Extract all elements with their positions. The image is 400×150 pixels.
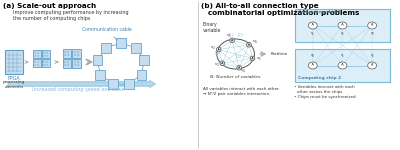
Bar [131,43,141,53]
Bar [124,79,134,89]
Text: $s_4$: $s_4$ [240,68,246,75]
Text: $s_2$: $s_2$ [340,31,345,38]
Text: Binary
variable: Binary variable [203,22,221,33]
Bar [62,49,72,58]
Bar [72,59,81,68]
Text: processing
elements: processing elements [3,80,25,89]
Circle shape [220,61,224,66]
Bar [33,50,41,58]
Bar [5,50,23,74]
Bar [92,55,102,65]
Text: Computing chip 2: Computing chip 2 [298,76,341,80]
Text: • Variables interact with each: • Variables interact with each [294,85,355,89]
Text: $s_6$: $s_6$ [370,53,375,60]
Ellipse shape [368,62,376,69]
Text: $J_{23}$: $J_{23}$ [237,31,244,39]
Bar [136,69,146,80]
Bar [139,55,149,65]
Text: • Chips must be synchronized: • Chips must be synchronized [294,95,356,99]
Bar [116,38,126,48]
Bar [42,59,50,67]
Text: $s_4$: $s_4$ [310,53,316,60]
Circle shape [230,38,234,43]
Bar [295,49,390,82]
Text: $s_2$: $s_2$ [210,45,215,52]
Bar [95,69,105,80]
Bar [108,79,118,89]
Text: $s_5$: $s_5$ [256,56,262,63]
Text: Increased computing speed and scale: Increased computing speed and scale [32,87,124,92]
Text: N: Number of variables: N: Number of variables [210,75,261,79]
Text: FPGA: FPGA [8,75,20,81]
Text: other across the chips: other across the chips [297,90,342,94]
Ellipse shape [338,62,347,69]
Circle shape [237,65,242,70]
Text: $J_{16}$: $J_{16}$ [214,49,221,57]
Text: Communication cable: Communication cable [82,27,132,40]
Bar [33,59,41,67]
Text: $s_1$: $s_1$ [226,33,231,40]
Ellipse shape [308,22,317,29]
Text: $s_5$: $s_5$ [340,53,345,60]
Bar [42,50,50,58]
Circle shape [216,47,221,52]
Text: $s_3$: $s_3$ [214,62,220,69]
Text: Computing chip 1: Computing chip 1 [298,10,341,14]
Bar [62,59,72,68]
Ellipse shape [308,62,317,69]
Text: Partition: Partition [270,52,288,56]
Text: combinatorial optimization problems: combinatorial optimization problems [208,10,359,16]
FancyArrow shape [8,81,156,87]
Bar [101,43,110,53]
Text: $J_{34}$: $J_{34}$ [235,53,242,61]
Ellipse shape [368,22,376,29]
Text: Improve computing performance by increasing
the number of computing chips: Improve computing performance by increas… [13,10,129,21]
Text: $s_6$: $s_6$ [252,39,258,46]
Text: $s_3$: $s_3$ [370,31,375,38]
Circle shape [247,42,251,47]
Bar [295,9,390,42]
Bar [72,49,81,58]
Text: (a) Scale-out approach: (a) Scale-out approach [3,3,96,9]
Ellipse shape [338,22,347,29]
Text: All variables interact with each other.
→ N²/2 pair variables interaction.: All variables interact with each other. … [203,87,280,96]
Text: $s_1$: $s_1$ [310,31,316,38]
Text: $J_{12}$: $J_{12}$ [228,31,235,39]
Text: (b) All-to-all connection type: (b) All-to-all connection type [201,3,319,9]
Circle shape [250,56,255,61]
